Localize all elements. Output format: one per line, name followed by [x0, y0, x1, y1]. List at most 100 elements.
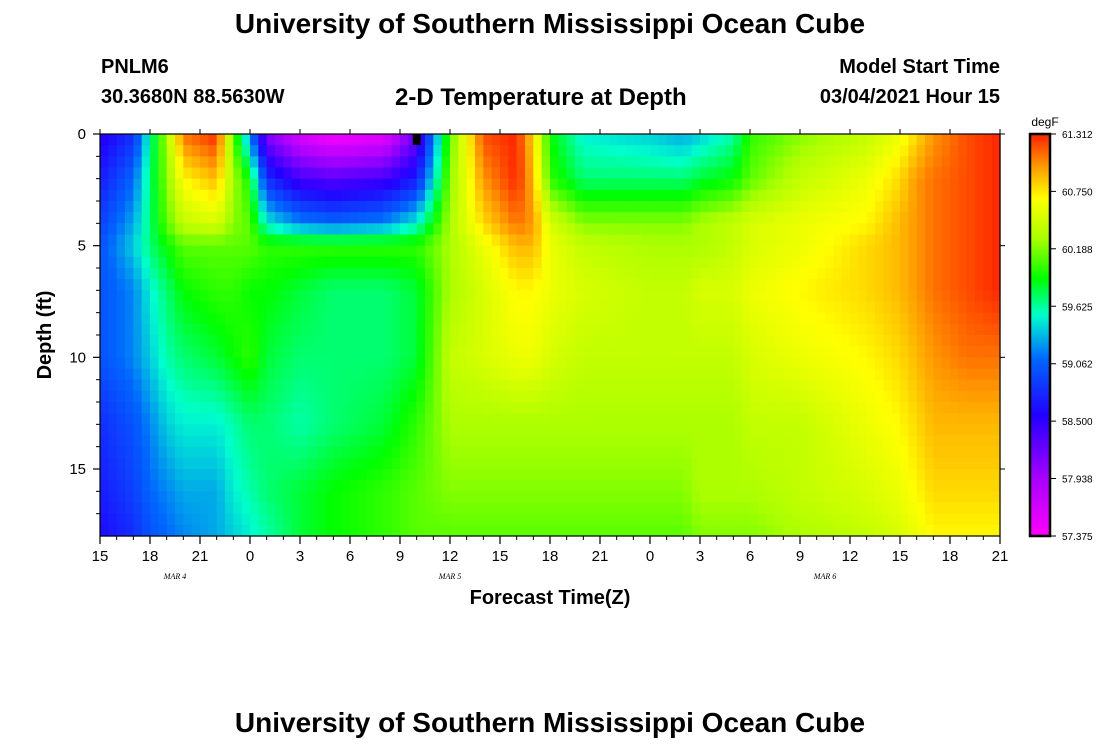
heatmap-cell — [641, 156, 651, 169]
heatmap-cell — [358, 201, 368, 213]
heatmap-cell — [391, 156, 401, 169]
heatmap-cell — [850, 446, 859, 459]
heatmap-cell — [316, 335, 326, 347]
heatmap-cell — [991, 524, 1001, 537]
heatmap-cell — [333, 346, 343, 358]
heatmap-cell — [516, 223, 526, 236]
heatmap-cell — [191, 178, 201, 191]
heatmap-cell — [241, 189, 251, 202]
heatmap-cell — [341, 323, 351, 336]
heatmap-cell — [291, 446, 301, 459]
heatmap-cell — [191, 256, 201, 269]
date-label: MAR 6 — [813, 572, 836, 581]
heatmap-cell — [650, 301, 659, 314]
heatmap-cell — [875, 268, 884, 280]
heatmap-cell — [458, 402, 468, 414]
heatmap-cell — [450, 167, 459, 180]
page-title: University of Southern Mississippi Ocean… — [234, 8, 866, 39]
heatmap-cell — [416, 268, 426, 280]
heatmap-cell — [258, 145, 268, 157]
heatmap-cell — [391, 502, 401, 515]
heatmap-cell — [466, 513, 476, 526]
heatmap-cell — [766, 245, 776, 258]
heatmap-cell — [458, 301, 468, 314]
heatmap-cell — [875, 435, 884, 448]
heatmap-cell — [616, 234, 626, 247]
heatmap-cell — [675, 457, 684, 470]
heatmap-cell — [675, 424, 684, 437]
heatmap-cell — [150, 502, 159, 515]
heatmap-cell — [191, 346, 201, 358]
heatmap-cell — [350, 357, 359, 370]
heatmap-cell — [725, 301, 734, 314]
heatmap-cell — [333, 435, 343, 448]
heatmap-cell — [433, 513, 443, 526]
heatmap-cell — [258, 413, 268, 425]
heatmap-cell — [891, 145, 901, 157]
heatmap-cell — [700, 491, 709, 504]
heatmap-cell — [491, 234, 501, 247]
heatmap-cell — [700, 178, 709, 191]
heatmap-cell — [850, 390, 859, 403]
heatmap-cell — [791, 524, 801, 537]
heatmap-cell — [825, 290, 834, 303]
heatmap-cell — [275, 379, 284, 392]
heatmap-cell — [700, 279, 709, 291]
heatmap-cell — [383, 323, 393, 336]
heatmap-cell — [266, 268, 276, 280]
heatmap-cell — [233, 256, 243, 269]
heatmap-cell — [175, 524, 184, 537]
heatmap-cell — [700, 413, 709, 425]
heatmap-cell — [566, 502, 576, 515]
heatmap-cell — [825, 491, 834, 504]
heatmap-cell — [108, 223, 118, 236]
heatmap-cell — [858, 457, 868, 470]
heatmap-cell — [950, 167, 959, 180]
heatmap-cell — [375, 457, 384, 470]
heatmap-cell — [225, 234, 234, 247]
heatmap-cell — [533, 189, 543, 202]
heatmap-cell — [383, 156, 393, 169]
heatmap-cell — [258, 435, 268, 448]
heatmap-cell — [350, 223, 359, 236]
heatmap-cell — [441, 212, 451, 224]
heatmap-cell — [991, 212, 1001, 224]
x-tick-label: 21 — [192, 548, 209, 565]
heatmap-cell — [216, 256, 226, 269]
heatmap-cell — [200, 156, 209, 169]
heatmap-cell — [258, 424, 268, 437]
heatmap-cell — [566, 424, 576, 437]
heatmap-cell — [800, 357, 809, 370]
heatmap-cell — [383, 201, 393, 213]
heatmap-cell — [900, 513, 909, 526]
heatmap-cell — [233, 346, 243, 358]
heatmap-cell — [975, 201, 984, 213]
heatmap-cell — [608, 435, 618, 448]
heatmap-cell — [733, 390, 743, 403]
heatmap-cell — [316, 223, 326, 236]
heatmap-cell — [208, 435, 218, 448]
heatmap-cell — [858, 167, 868, 180]
heatmap-cell — [750, 234, 759, 247]
heatmap-cell — [533, 379, 543, 392]
heatmap-cell — [508, 156, 518, 169]
heatmap-cell — [425, 524, 434, 537]
heatmap-cell — [708, 167, 718, 180]
heatmap-cell — [108, 156, 118, 169]
heatmap-cell — [216, 323, 226, 336]
heatmap-cell — [583, 413, 593, 425]
heatmap-cell — [383, 145, 393, 157]
heatmap-cell — [750, 145, 759, 157]
heatmap-cell — [825, 178, 834, 191]
heatmap-cell — [508, 223, 518, 236]
heatmap-cell — [700, 390, 709, 403]
heatmap-cell — [275, 223, 284, 236]
heatmap-cell — [766, 201, 776, 213]
heatmap-cell — [300, 178, 309, 191]
heatmap-cell — [766, 189, 776, 202]
heatmap-cell — [591, 234, 601, 247]
heatmap-cell — [233, 402, 243, 414]
heatmap-cell — [825, 145, 834, 157]
heatmap-cell — [366, 435, 376, 448]
heatmap-cell — [633, 178, 643, 191]
